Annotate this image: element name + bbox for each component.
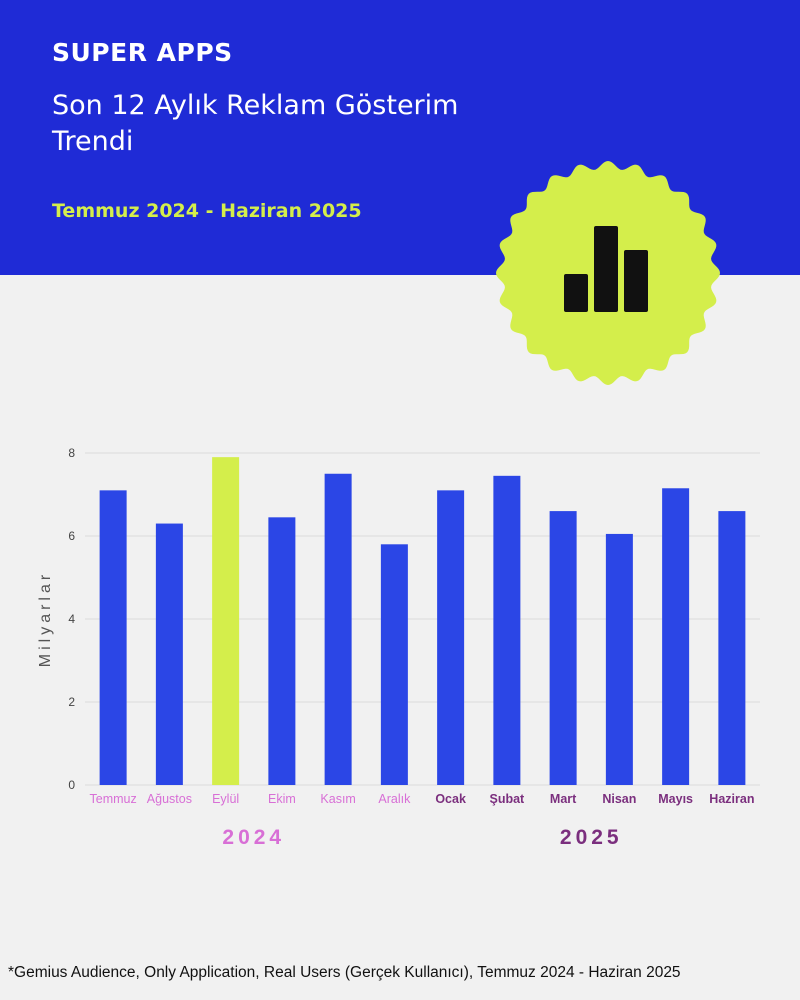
x-tick-label: Temmuz xyxy=(90,792,137,806)
x-tick-label: Kasım xyxy=(320,792,355,806)
page-title: Son 12 Aylık Reklam Gösterim Trendi xyxy=(52,90,459,157)
bar xyxy=(605,533,633,785)
year-group-label: 2024 xyxy=(222,826,285,849)
bar xyxy=(437,490,465,785)
badge xyxy=(496,161,720,385)
y-axis-label: Milyarlar xyxy=(37,571,54,667)
x-tick-label: Şubat xyxy=(490,792,526,806)
bar xyxy=(662,488,690,785)
y-tick-label: 8 xyxy=(68,446,75,460)
bar-chart-icon xyxy=(564,226,648,312)
header-banner: SUPER APPS Son 12 Aylık Reklam Gösterim … xyxy=(0,0,800,275)
y-tick-label: 4 xyxy=(68,612,75,626)
x-tick-label: Haziran xyxy=(709,792,754,806)
x-tick-label: Ekim xyxy=(268,792,296,806)
y-tick-label: 2 xyxy=(68,695,75,709)
x-tick-label: Aralık xyxy=(378,792,411,806)
x-tick-label: Ocak xyxy=(435,792,466,806)
x-tick-label: Mayıs xyxy=(658,792,693,806)
x-tick-label: Eylül xyxy=(212,792,239,806)
bar xyxy=(324,473,352,785)
bar xyxy=(718,511,746,785)
bar xyxy=(212,457,240,785)
y-tick-label: 0 xyxy=(68,778,75,792)
bar xyxy=(99,490,127,785)
x-tick-label: Ağustos xyxy=(147,792,192,806)
bar xyxy=(549,511,577,785)
bar xyxy=(155,523,183,785)
y-tick-label: 6 xyxy=(68,529,75,543)
year-group-label: 2025 xyxy=(560,826,623,849)
brand-title: SUPER APPS xyxy=(52,38,233,67)
bar xyxy=(380,544,408,785)
bar-chart: 0 2 4 6 8 Milyarlar Temmuz Ağustos Eylül Ekim Kası… xyxy=(37,446,760,849)
footnote: *Gemius Audience, Only Application, Real… xyxy=(8,964,681,981)
bar xyxy=(268,517,296,785)
period-label: Temmuz 2024 - Haziran 2025 xyxy=(52,200,362,222)
x-tick-label: Nisan xyxy=(602,792,636,806)
x-tick-label: Mart xyxy=(550,792,577,806)
bar xyxy=(493,475,521,785)
